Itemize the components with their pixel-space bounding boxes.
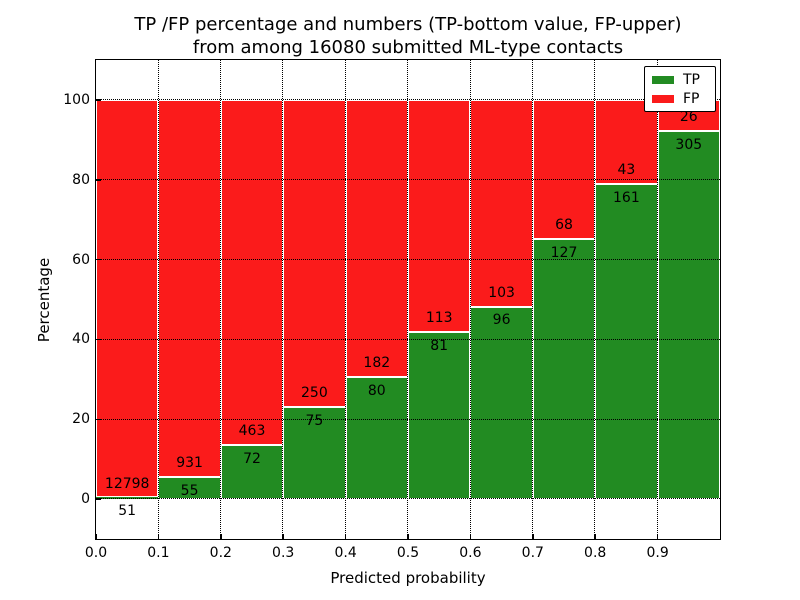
x-tick-mark: [407, 534, 409, 539]
bar-count-tp: 80: [367, 383, 386, 400]
x-tick-label: 0.3: [272, 545, 295, 561]
plot-area: 12798 51 931 55 463 72 250 75 182 80 113 81 103 96 68 1…: [95, 60, 720, 539]
bar-segment-tp: [532, 239, 596, 500]
x-tick-mark: [282, 534, 284, 539]
chart-title: TP /FP percentage and numbers (TP-bottom…: [96, 13, 720, 59]
y-tick-label: 100: [63, 91, 90, 108]
x-gridline: [532, 60, 534, 539]
x-tick-label: 0.8: [584, 545, 607, 561]
y-gridline: [96, 338, 720, 340]
bar-segment-tp: [96, 497, 159, 500]
legend-item-tp: TP: [645, 73, 715, 87]
x-tick-label: 0.2: [209, 545, 232, 561]
x-gridline: [282, 60, 284, 539]
bar-count-fp: 43: [617, 162, 636, 179]
x-gridline: [157, 60, 159, 539]
bar-count-fp: 182: [363, 355, 391, 372]
bar-count-fp: 113: [425, 310, 453, 327]
x-tick-mark: [220, 534, 222, 539]
chart-title-line1: TP /FP percentage and numbers (TP-bottom…: [134, 14, 682, 35]
bar-count-tp: 96: [492, 312, 511, 329]
bar-count-fp: 103: [488, 284, 515, 301]
bar-segment-tp: [220, 445, 284, 500]
y-tick-label: 40: [72, 331, 90, 348]
legend-label-tp: TP: [683, 71, 700, 88]
legend-swatch-tp: [652, 75, 674, 84]
x-tick-mark: [469, 534, 472, 539]
x-tick-mark: [95, 534, 97, 539]
legend-swatch-fp: [652, 94, 674, 103]
y-tick-mark: [96, 179, 101, 181]
x-tick-label: 0.7: [521, 545, 544, 561]
x-tick-label: 0.5: [396, 545, 420, 561]
x-tick-label: 0.4: [334, 545, 357, 561]
x-tick-label: 0.0: [84, 545, 108, 561]
y-gridline: [96, 179, 720, 180]
bar-count-tp: 75: [305, 412, 324, 429]
bar-segment-fp: [283, 99, 346, 407]
legend-item-fp: FP: [645, 92, 715, 106]
x-gridline: [594, 60, 596, 539]
y-tick-label: 60: [72, 251, 90, 268]
bar-count-tp: 127: [550, 245, 578, 262]
x-tick-label: 0.9: [646, 545, 669, 561]
x-tick-mark: [157, 534, 160, 539]
bar-segment-tp: [595, 184, 658, 500]
x-gridline: [220, 60, 222, 539]
bar-count-fp: 463: [238, 423, 266, 440]
bar-count-fp: 12798: [104, 475, 150, 492]
x-gridline: [656, 60, 658, 539]
bar-segment-fp: [158, 99, 221, 477]
bar-count-fp: 26: [679, 109, 698, 126]
y-tick-label: 20: [72, 411, 90, 428]
y-tick-label: 80: [72, 171, 90, 188]
y-gridline: [96, 418, 720, 420]
legend-label-fp: FP: [683, 90, 700, 107]
chart-title-line2: from among 16080 submitted ML-type conta…: [192, 37, 624, 58]
bar-count-tp: 55: [180, 482, 199, 499]
bar-segment-fp: [470, 99, 533, 307]
x-tick-label: 0.1: [147, 545, 170, 561]
bar-count-tp: 72: [243, 451, 261, 468]
bar-segment-fp: [595, 99, 658, 185]
bar-segment-fp: [220, 99, 284, 446]
bar-segment-fp: [408, 99, 471, 333]
x-tick-mark: [532, 534, 534, 539]
y-tick-mark: [96, 498, 101, 500]
x-tick-label: 0.6: [459, 545, 482, 561]
bar-segment-tp: [657, 131, 720, 500]
y-gridline: [96, 99, 720, 101]
bar-segment-fp: [96, 99, 159, 498]
y-axis-label: Percentage: [35, 257, 53, 343]
y-tick-mark: [96, 338, 101, 341]
x-gridline: [469, 60, 471, 539]
bar-count-tp: 51: [118, 503, 137, 520]
bar-count-tp: 305: [675, 137, 703, 154]
bar-count-tp: 81: [430, 338, 449, 355]
bar-count-fp: 931: [176, 454, 203, 471]
y-gridline: [96, 258, 720, 260]
legend: TP FP: [644, 66, 716, 112]
y-tick-label: 0: [81, 491, 90, 508]
x-gridline: [344, 60, 346, 539]
bar-count-fp: 250: [301, 384, 328, 401]
x-tick-mark: [594, 534, 596, 539]
bar-segment-tp: [470, 306, 533, 500]
bar-segment-fp: [532, 99, 596, 240]
x-tick-mark: [656, 534, 659, 539]
y-tick-mark: [96, 418, 101, 420]
x-gridline: [407, 60, 409, 539]
bar-segment-fp: [345, 99, 408, 378]
bar-segment-tp: [345, 377, 408, 500]
y-tick-mark: [96, 99, 101, 101]
bar-count-tp: 161: [613, 190, 640, 207]
y-tick-mark: [96, 258, 101, 261]
bar-segment-tp: [408, 332, 471, 500]
y-gridline: [96, 498, 720, 500]
x-axis-label: Predicted probability: [330, 569, 486, 587]
x-tick-mark: [344, 534, 347, 539]
bar-count-fp: 68: [555, 217, 573, 234]
